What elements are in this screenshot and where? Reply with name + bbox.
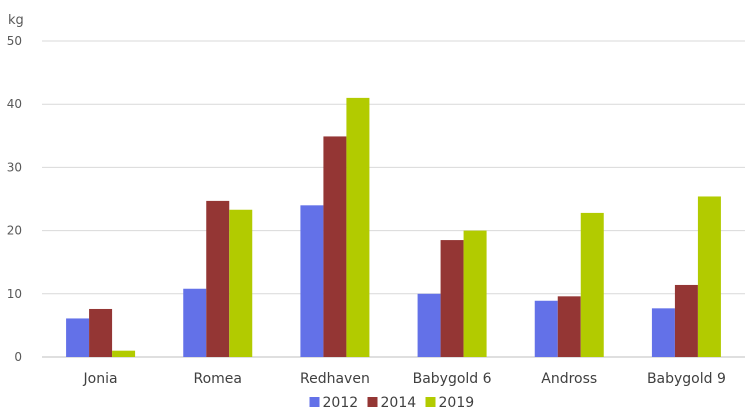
x-category-label: Babygold 6 bbox=[413, 371, 492, 387]
bar bbox=[229, 209, 253, 357]
bar bbox=[89, 308, 113, 357]
bar bbox=[651, 308, 675, 357]
legend-swatch bbox=[367, 397, 378, 407]
bar bbox=[557, 296, 581, 357]
bar bbox=[323, 136, 347, 357]
legend-swatch bbox=[425, 397, 436, 407]
bars bbox=[66, 97, 721, 357]
legend: 2012 2014 2019 bbox=[309, 395, 475, 411]
legend-label: 2019 bbox=[439, 395, 475, 411]
legend-swatch bbox=[309, 397, 320, 407]
legend-label: 2012 bbox=[323, 395, 359, 411]
bar bbox=[300, 205, 324, 357]
bar bbox=[440, 240, 464, 357]
bar bbox=[697, 196, 721, 357]
y-tick-label: 50 bbox=[7, 34, 22, 48]
x-category-label: Andross bbox=[541, 371, 597, 387]
bar bbox=[66, 318, 90, 357]
x-category-label: Jonia bbox=[83, 371, 118, 387]
bar bbox=[183, 288, 207, 357]
gridlines bbox=[42, 40, 745, 358]
x-category-label: Romea bbox=[194, 371, 243, 387]
y-tick-label: 30 bbox=[7, 160, 22, 174]
legend-label: 2014 bbox=[381, 395, 417, 411]
bar bbox=[580, 212, 604, 357]
y-axis-ticks: 0 10 20 30 40 50 bbox=[7, 34, 22, 364]
bar bbox=[534, 300, 558, 357]
bar bbox=[463, 230, 487, 357]
y-tick-label: 20 bbox=[7, 224, 22, 238]
x-category-label: Redhaven bbox=[300, 371, 370, 387]
bar bbox=[674, 284, 698, 357]
bar bbox=[112, 350, 136, 357]
y-tick-label: 40 bbox=[7, 97, 22, 111]
y-tick-label: 10 bbox=[7, 287, 22, 301]
y-axis-unit-label: kg bbox=[8, 13, 24, 28]
x-category-label: Babygold 9 bbox=[647, 371, 726, 387]
x-axis-categories: Jonia Romea Redhaven Babygold 6 Andross Babyg… bbox=[83, 371, 726, 387]
bar bbox=[206, 200, 230, 357]
bar bbox=[417, 293, 441, 357]
bar bbox=[346, 97, 370, 357]
y-tick-label: 0 bbox=[14, 350, 22, 364]
